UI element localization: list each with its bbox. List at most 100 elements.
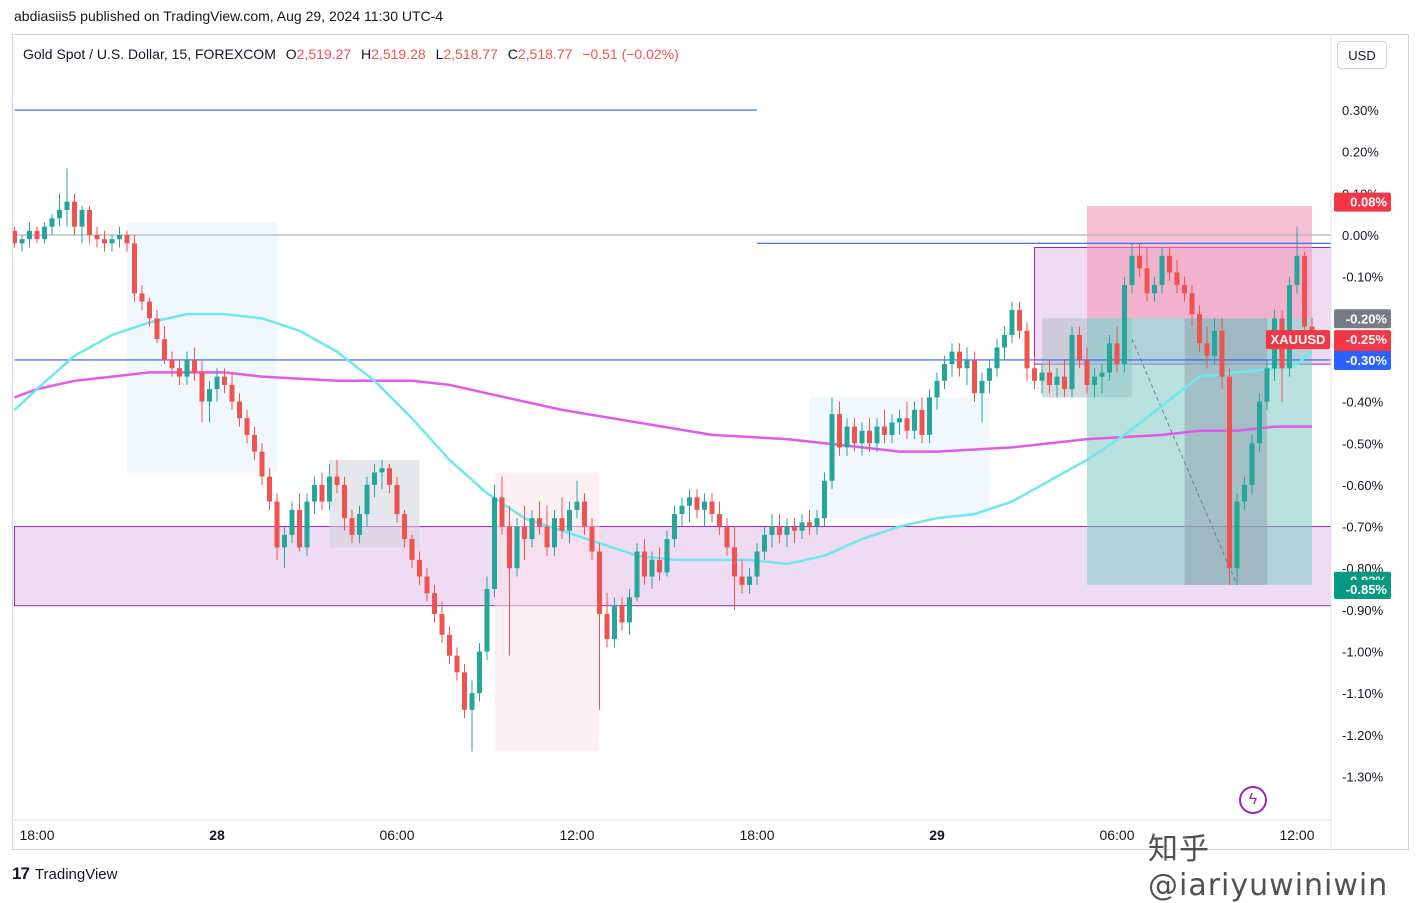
candle-body xyxy=(439,614,445,635)
candle xyxy=(822,472,827,527)
candle-body xyxy=(709,501,715,515)
candle xyxy=(252,426,257,460)
candle xyxy=(874,418,880,452)
ohlc-legend: Gold Spot / U.S. Dollar, 15, FOREXCOM O2… xyxy=(23,46,679,62)
currency-button[interactable]: USD xyxy=(1337,41,1387,69)
candle-body xyxy=(492,497,497,590)
candle-body xyxy=(762,534,767,552)
tradingview-logo[interactable]: 17 TradingView xyxy=(12,864,117,884)
candle xyxy=(762,526,767,560)
y-tick-label: -1.00% xyxy=(1342,645,1384,660)
candle xyxy=(184,351,190,385)
y-tick-label: -1.30% xyxy=(1342,769,1384,784)
candle xyxy=(672,505,677,548)
candle-body xyxy=(619,605,625,623)
candle-body xyxy=(334,476,340,485)
candle xyxy=(454,647,460,681)
candle xyxy=(79,205,85,244)
candle xyxy=(492,484,497,598)
candle xyxy=(259,443,265,485)
candle-body xyxy=(589,526,595,552)
candle-body xyxy=(177,368,182,377)
candle xyxy=(379,459,385,490)
candle xyxy=(319,472,325,510)
candle xyxy=(649,551,655,590)
candle-body xyxy=(792,526,797,531)
candle xyxy=(1137,243,1142,277)
candle-body xyxy=(679,505,685,515)
candle xyxy=(304,493,310,556)
candle xyxy=(469,680,475,752)
candle xyxy=(694,489,700,519)
candle xyxy=(1062,359,1067,398)
candle-body xyxy=(1077,334,1082,360)
low-label: L xyxy=(435,46,444,62)
tradingview-icon: 17 xyxy=(12,864,30,883)
candle-body xyxy=(1242,484,1247,502)
candle xyxy=(372,464,377,498)
candle xyxy=(484,576,490,660)
candle-body xyxy=(184,359,190,377)
candle-body xyxy=(139,293,145,302)
candle-body xyxy=(154,318,160,340)
candle-body xyxy=(79,210,85,227)
candle xyxy=(267,468,272,510)
candle-body xyxy=(87,210,92,235)
candle-body xyxy=(1152,284,1157,294)
candle xyxy=(642,539,647,585)
candle-body xyxy=(529,518,535,540)
flash-alert-icon[interactable]: ϟ xyxy=(1239,786,1267,814)
candle-body xyxy=(979,380,985,394)
candle xyxy=(552,509,557,556)
chart-frame xyxy=(12,34,1409,850)
candle-body xyxy=(387,468,392,485)
candle-body xyxy=(1062,376,1067,390)
candle-body xyxy=(1204,343,1210,356)
symbol-title[interactable]: Gold Spot / U.S. Dollar, 15, FOREXCOM xyxy=(23,46,276,62)
candle-body xyxy=(1294,255,1300,285)
candle-body xyxy=(372,472,377,485)
candle-body xyxy=(1099,372,1105,377)
x-tick-label: 12:00 xyxy=(1279,827,1314,843)
candle xyxy=(132,235,137,302)
candle xyxy=(949,343,955,377)
candle xyxy=(229,372,235,410)
candle-body xyxy=(207,389,212,402)
candle-body xyxy=(1234,501,1240,569)
candle xyxy=(432,584,437,623)
candle-body xyxy=(739,576,745,585)
candle xyxy=(124,230,130,252)
candle xyxy=(814,509,820,535)
candle-body xyxy=(837,414,842,448)
candle-body xyxy=(379,468,385,473)
candle-body xyxy=(454,655,460,673)
candle-body xyxy=(447,634,452,656)
candle-body xyxy=(544,526,550,548)
publisher-line: abdiasiis5 published on TradingView.com,… xyxy=(14,8,444,24)
y-tick-label: -0.70% xyxy=(1342,520,1384,535)
candle xyxy=(904,401,910,440)
candle-body xyxy=(57,210,62,219)
price-tag: -0.20% xyxy=(1334,309,1391,329)
candle xyxy=(94,226,100,248)
candle-body xyxy=(267,476,272,502)
candle-body xyxy=(867,430,872,444)
candle xyxy=(612,597,617,648)
candle xyxy=(537,501,542,535)
candle xyxy=(934,372,940,410)
candle-body xyxy=(1227,376,1232,569)
candle xyxy=(192,347,197,381)
candle xyxy=(1302,251,1307,340)
candle xyxy=(1107,334,1112,381)
candle-body xyxy=(942,364,947,381)
candle xyxy=(64,168,70,227)
candle xyxy=(139,284,145,310)
candle-body xyxy=(927,397,932,435)
y-tick-label: 0.00% xyxy=(1342,228,1379,243)
candle xyxy=(664,530,670,577)
candle xyxy=(237,393,242,427)
candle xyxy=(297,493,302,552)
candle xyxy=(1009,301,1015,344)
open-label: O xyxy=(285,46,297,62)
